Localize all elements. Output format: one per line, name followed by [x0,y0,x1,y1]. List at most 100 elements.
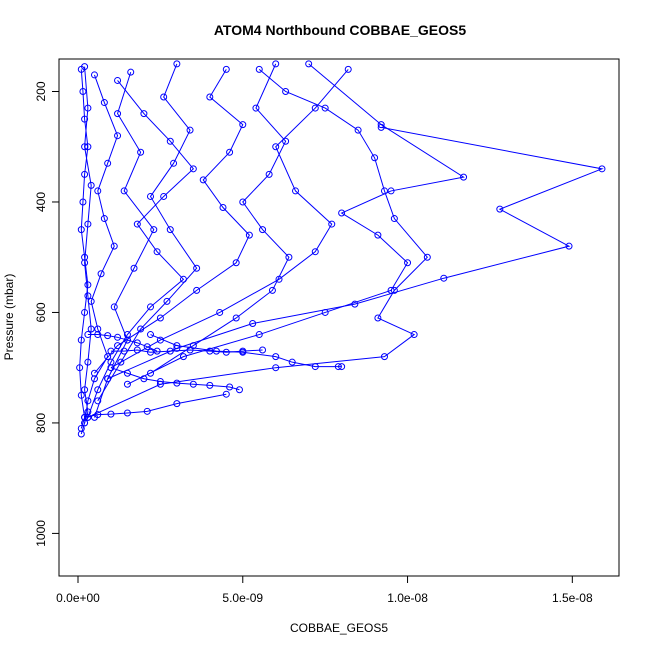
data-point [143,407,151,415]
data-point [565,242,573,250]
data-point [156,378,164,385]
data-point [216,308,224,316]
data-point [114,76,122,84]
data-point [81,308,89,316]
data-point [179,353,187,361]
data-point [84,292,92,300]
data-point [305,60,313,68]
data-point [344,65,352,73]
series [107,364,243,394]
data-point [338,363,346,371]
data-point [206,93,214,101]
data-point [193,264,201,272]
data-point [282,88,290,95]
data-point [239,347,247,355]
data-point [199,176,207,184]
data-point [390,215,398,223]
data-point [114,132,122,140]
data-point [272,364,280,372]
series-line [127,63,465,385]
data-point [147,348,154,356]
data-point [123,336,131,344]
series-layer [76,60,606,438]
data-point [114,333,122,341]
y-axis-label: Pressure (mbar) [2,274,16,361]
data-point [137,148,145,156]
series-line [110,69,349,369]
data-point [94,397,102,405]
data-point [81,259,89,267]
series [123,60,468,388]
y-tick-label: 400 [34,192,48,212]
data-point [77,336,85,344]
data-point [321,104,329,112]
data-point [110,303,118,311]
series-line [84,393,227,418]
data-point [77,391,85,399]
data-point [423,253,431,261]
data-point [147,331,154,339]
data-point [81,143,89,151]
data-point [245,231,253,239]
data-point [351,300,359,308]
data-point [130,264,138,272]
data-point [387,187,395,195]
data-point [193,286,201,294]
x-tick-label: 1.0e-08 [387,591,428,605]
data-point [123,380,131,388]
x-axis-label: COBBAE_GEOS5 [290,621,388,635]
data-point [87,325,95,333]
series [94,60,201,405]
data-point [206,381,214,389]
data-point [79,198,87,206]
series [81,390,230,421]
data-point [104,375,112,383]
series-line [94,72,155,418]
data-point [285,253,293,261]
y-tick-label: 600 [34,302,48,322]
data-point [374,314,382,322]
chart-title: ATOM4 Northbound COBBAE_GEOS5 [214,22,466,38]
data-point [374,231,382,239]
series-line [110,367,240,391]
series-line [87,334,158,352]
x-axis: 0.0e+00 5.0e-09 1.0e-08 1.5e-08 [56,575,593,605]
data-point [239,198,247,206]
data-point [255,331,263,339]
data-point [100,99,108,107]
data-point [404,259,412,267]
data-point [150,226,158,234]
x-tick-label: 5.0e-09 [222,591,263,605]
data-point [160,192,168,200]
data-point [259,226,267,234]
data-point [222,348,230,356]
data-point [272,353,280,361]
series [84,76,197,421]
data-point [133,339,141,347]
data-point [598,165,606,173]
data-point [259,346,267,354]
data-point [147,192,154,200]
data-point [84,358,92,366]
data-point [87,181,95,189]
x-tick-label: 0.0e+00 [56,591,100,605]
series [84,65,431,421]
data-point [252,104,260,112]
data-point [81,419,89,427]
data-point [120,187,128,195]
data-point [275,275,283,283]
data-point [292,187,299,195]
data-point [140,110,148,118]
y-tick-label: 200 [34,81,48,101]
data-point [186,126,194,134]
data-point [77,430,85,438]
y-axis: 200 400 600 800 1000 [34,81,60,547]
data-point [255,65,263,73]
data-point [380,353,388,361]
data-point [153,248,161,256]
data-point [137,325,145,333]
data-point [189,342,197,350]
data-point [114,342,122,350]
data-point [107,347,115,355]
